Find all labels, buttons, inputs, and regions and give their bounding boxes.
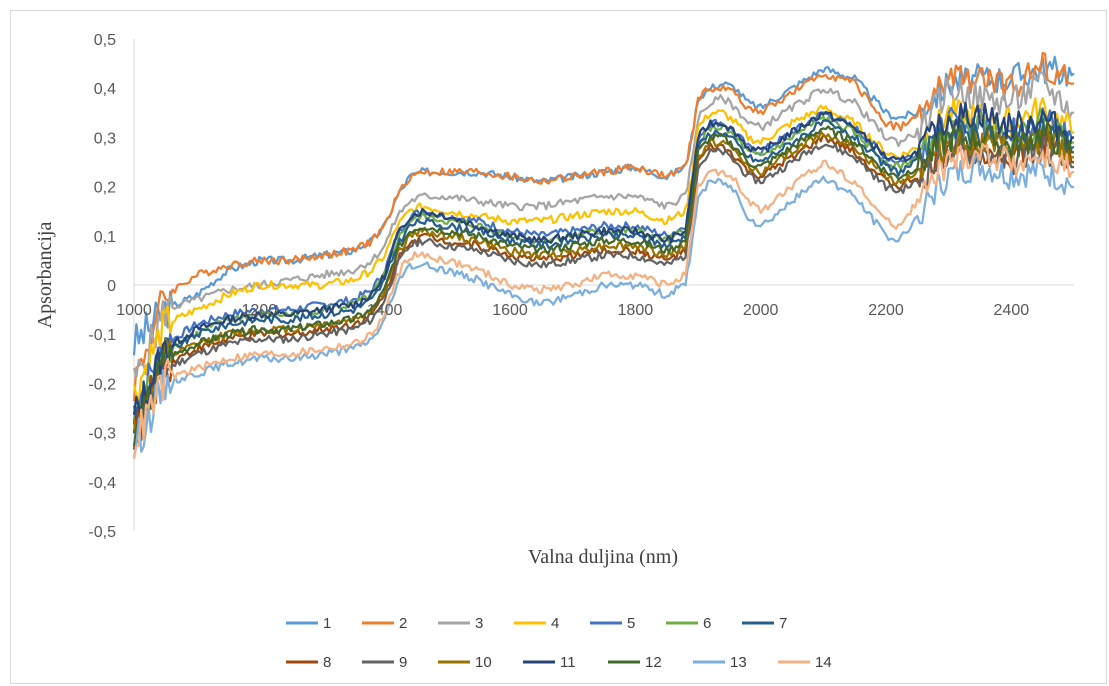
legend-label-2: 2 (399, 615, 407, 632)
legend-label-7: 7 (779, 615, 787, 632)
legend-label-5: 5 (627, 615, 635, 632)
series-line-3 (132, 70, 1075, 378)
x-tick-label: 1000 (116, 302, 152, 319)
y-tick-label: -0,2 (88, 376, 116, 393)
series-line-14 (132, 142, 1075, 460)
y-axis-title: Apsorbancija (34, 222, 56, 329)
chart-area: 1000 1200 1400 1600 1800 2000 2200 2400 -0,5 -0,… (10, 10, 1107, 684)
series-layer (132, 51, 1075, 460)
legend-label-9: 9 (399, 654, 407, 671)
legend-label-13: 13 (730, 654, 747, 671)
series-line-2 (132, 51, 1075, 402)
y-tick-label: 0,4 (94, 81, 116, 98)
x-tick-label: 2000 (743, 302, 779, 319)
x-tick-label: 2400 (994, 302, 1030, 319)
x-tick-label: 1400 (367, 302, 403, 319)
legend: 1 2 3 4 5 6 78 9 10 11 12 13 14 (286, 615, 832, 671)
series-line-13 (132, 154, 1075, 458)
y-tick-label: 0,1 (94, 229, 116, 246)
y-tick-label: -0,5 (88, 524, 116, 541)
legend-label-12: 12 (645, 654, 662, 671)
legend-label-3: 3 (475, 615, 483, 632)
y-tick-label: -0,1 (88, 327, 116, 344)
series-line-11 (132, 101, 1075, 419)
y-tick-label: -0,4 (88, 475, 116, 492)
y-tick-label: 0,5 (94, 32, 116, 49)
line-chart: 1000 1200 1400 1600 1800 2000 2200 2400 -0,5-0,… (34, 32, 1075, 671)
x-tick-labels: 1000 1200 1400 1600 1800 2000 2200 2400 (116, 302, 1029, 319)
legend-label-4: 4 (551, 615, 559, 632)
series-line-12 (132, 121, 1075, 447)
y-tick-label: 0,2 (94, 180, 116, 197)
y-tick-label: 0,3 (94, 130, 116, 147)
y-tick-labels: -0,5 -0,4 -0,3 -0,2 -0,1 0 0,1 0,2 0,3 0,4 0,5 (88, 32, 116, 541)
series-line-7 (132, 117, 1075, 434)
x-tick-label: 2200 (868, 302, 904, 319)
x-tick-label: 1600 (492, 302, 528, 319)
y-tick-label: -0,3 (88, 426, 116, 443)
y-tick-label: 0 (107, 278, 116, 295)
series-line-9 (132, 135, 1075, 444)
legend-label-8: 8 (323, 654, 331, 671)
legend-label-10: 10 (475, 654, 492, 671)
x-tick-label: 1200 (242, 302, 278, 319)
series-line-8 (132, 129, 1075, 450)
x-tick-label: 1800 (618, 302, 654, 319)
legend-label-11: 11 (560, 654, 576, 671)
legend-label-6: 6 (703, 615, 711, 632)
legend-label-1: 1 (323, 615, 331, 632)
x-axis-title: Valna duljina (nm) (528, 546, 678, 568)
legend-label-14: 14 (815, 654, 832, 671)
